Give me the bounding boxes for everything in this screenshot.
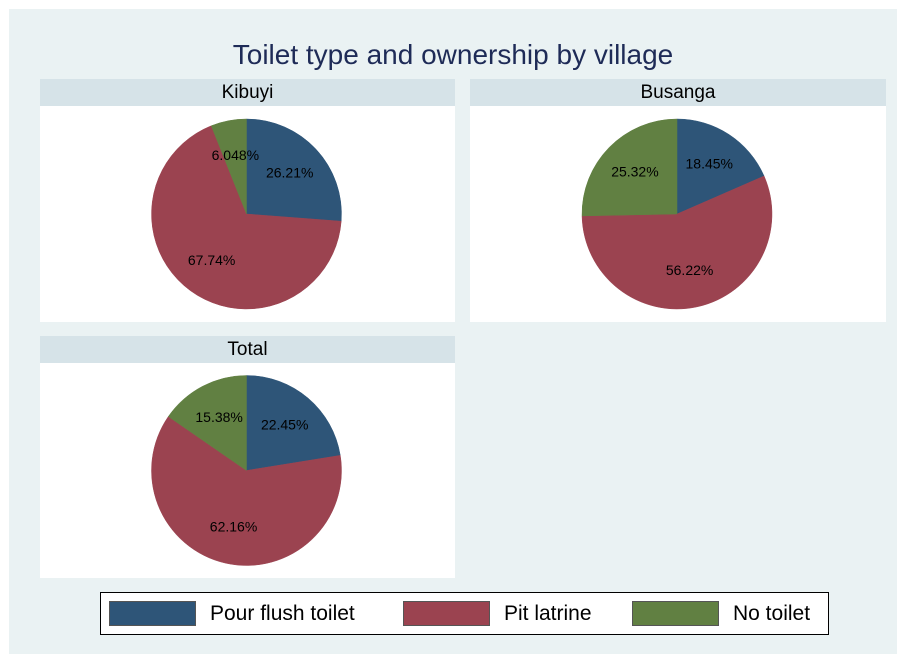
- pie-panel-kibuyi: Kibuyi 26.21% 67.74% 6.048%: [40, 79, 455, 322]
- pie-chart-kibuyi: 26.21% 67.74% 6.048%: [151, 118, 342, 310]
- pie-chart-busanga: 18.45% 56.22% 25.32%: [581, 118, 773, 310]
- chart-background: Toilet type and ownership by village Kib…: [9, 9, 897, 654]
- pie-slice-busanga-pit-latrine: [581, 175, 773, 310]
- pie-slice-busanga-no-toilet: [581, 118, 678, 217]
- pie-label-kibuyi-pour-flush: 26.21%: [266, 165, 313, 181]
- legend-label-no-toilet: No toilet: [733, 601, 811, 625]
- legend-swatch-pit-latrine: [403, 601, 490, 626]
- legend-label-pour-flush: Pour flush toilet: [210, 601, 355, 625]
- panel-plot-kibuyi: 26.21% 67.74% 6.048%: [40, 106, 455, 322]
- chart-legend: Pour flush toilet Pit latrine No toilet: [100, 592, 829, 635]
- pie-label-kibuyi-pit-latrine: 67.74%: [188, 252, 235, 268]
- panel-title-busanga: Busanga: [470, 79, 886, 106]
- pie-slice-kibuyi-pit-latrine: [151, 125, 342, 310]
- pie-label-busanga-no-toilet: 25.32%: [611, 163, 658, 179]
- pie-label-kibuyi-no-toilet: 6.048%: [212, 147, 259, 163]
- pie-slice-total-no-toilet: [167, 375, 247, 471]
- panel-plot-busanga: 18.45% 56.22% 25.32%: [470, 106, 886, 322]
- pie-slice-total-pour-flush: [246, 375, 341, 471]
- panel-title-total: Total: [40, 336, 455, 363]
- pie-label-total-pit-latrine: 62.16%: [210, 519, 257, 535]
- pie-label-busanga-pit-latrine: 56.22%: [666, 262, 713, 278]
- pie-label-busanga-pour-flush: 18.45%: [686, 155, 733, 171]
- pie-chart-total: 22.45% 62.16% 15.38%: [151, 375, 342, 566]
- panel-plot-total: 22.45% 62.16% 15.38%: [40, 363, 455, 578]
- pie-slice-busanga-pour-flush: [676, 118, 765, 215]
- pie-panel-total: Total 22.45% 62.16% 15.38%: [40, 336, 455, 578]
- pie-slice-total-pit-latrine: [151, 416, 342, 566]
- chart-title: Toilet type and ownership by village: [232, 39, 674, 70]
- panel-title-kibuyi: Kibuyi: [40, 79, 455, 106]
- legend-label-pit-latrine: Pit latrine: [504, 601, 592, 625]
- pie-label-total-no-toilet: 15.38%: [195, 409, 242, 425]
- legend-swatch-pour-flush: [109, 601, 196, 626]
- pie-label-total-pour-flush: 22.45%: [261, 416, 308, 432]
- legend-item-pour-flush: Pour flush toilet: [109, 593, 355, 634]
- legend-swatch-no-toilet: [632, 601, 719, 626]
- pie-panel-busanga: Busanga 18.45% 56.22% 25.32%: [470, 79, 886, 322]
- pie-slice-kibuyi-pour-flush: [246, 118, 342, 222]
- legend-item-pit-latrine: Pit latrine: [403, 593, 592, 634]
- legend-item-no-toilet: No toilet: [632, 593, 810, 634]
- pie-slice-kibuyi-no-toilet: [210, 118, 247, 215]
